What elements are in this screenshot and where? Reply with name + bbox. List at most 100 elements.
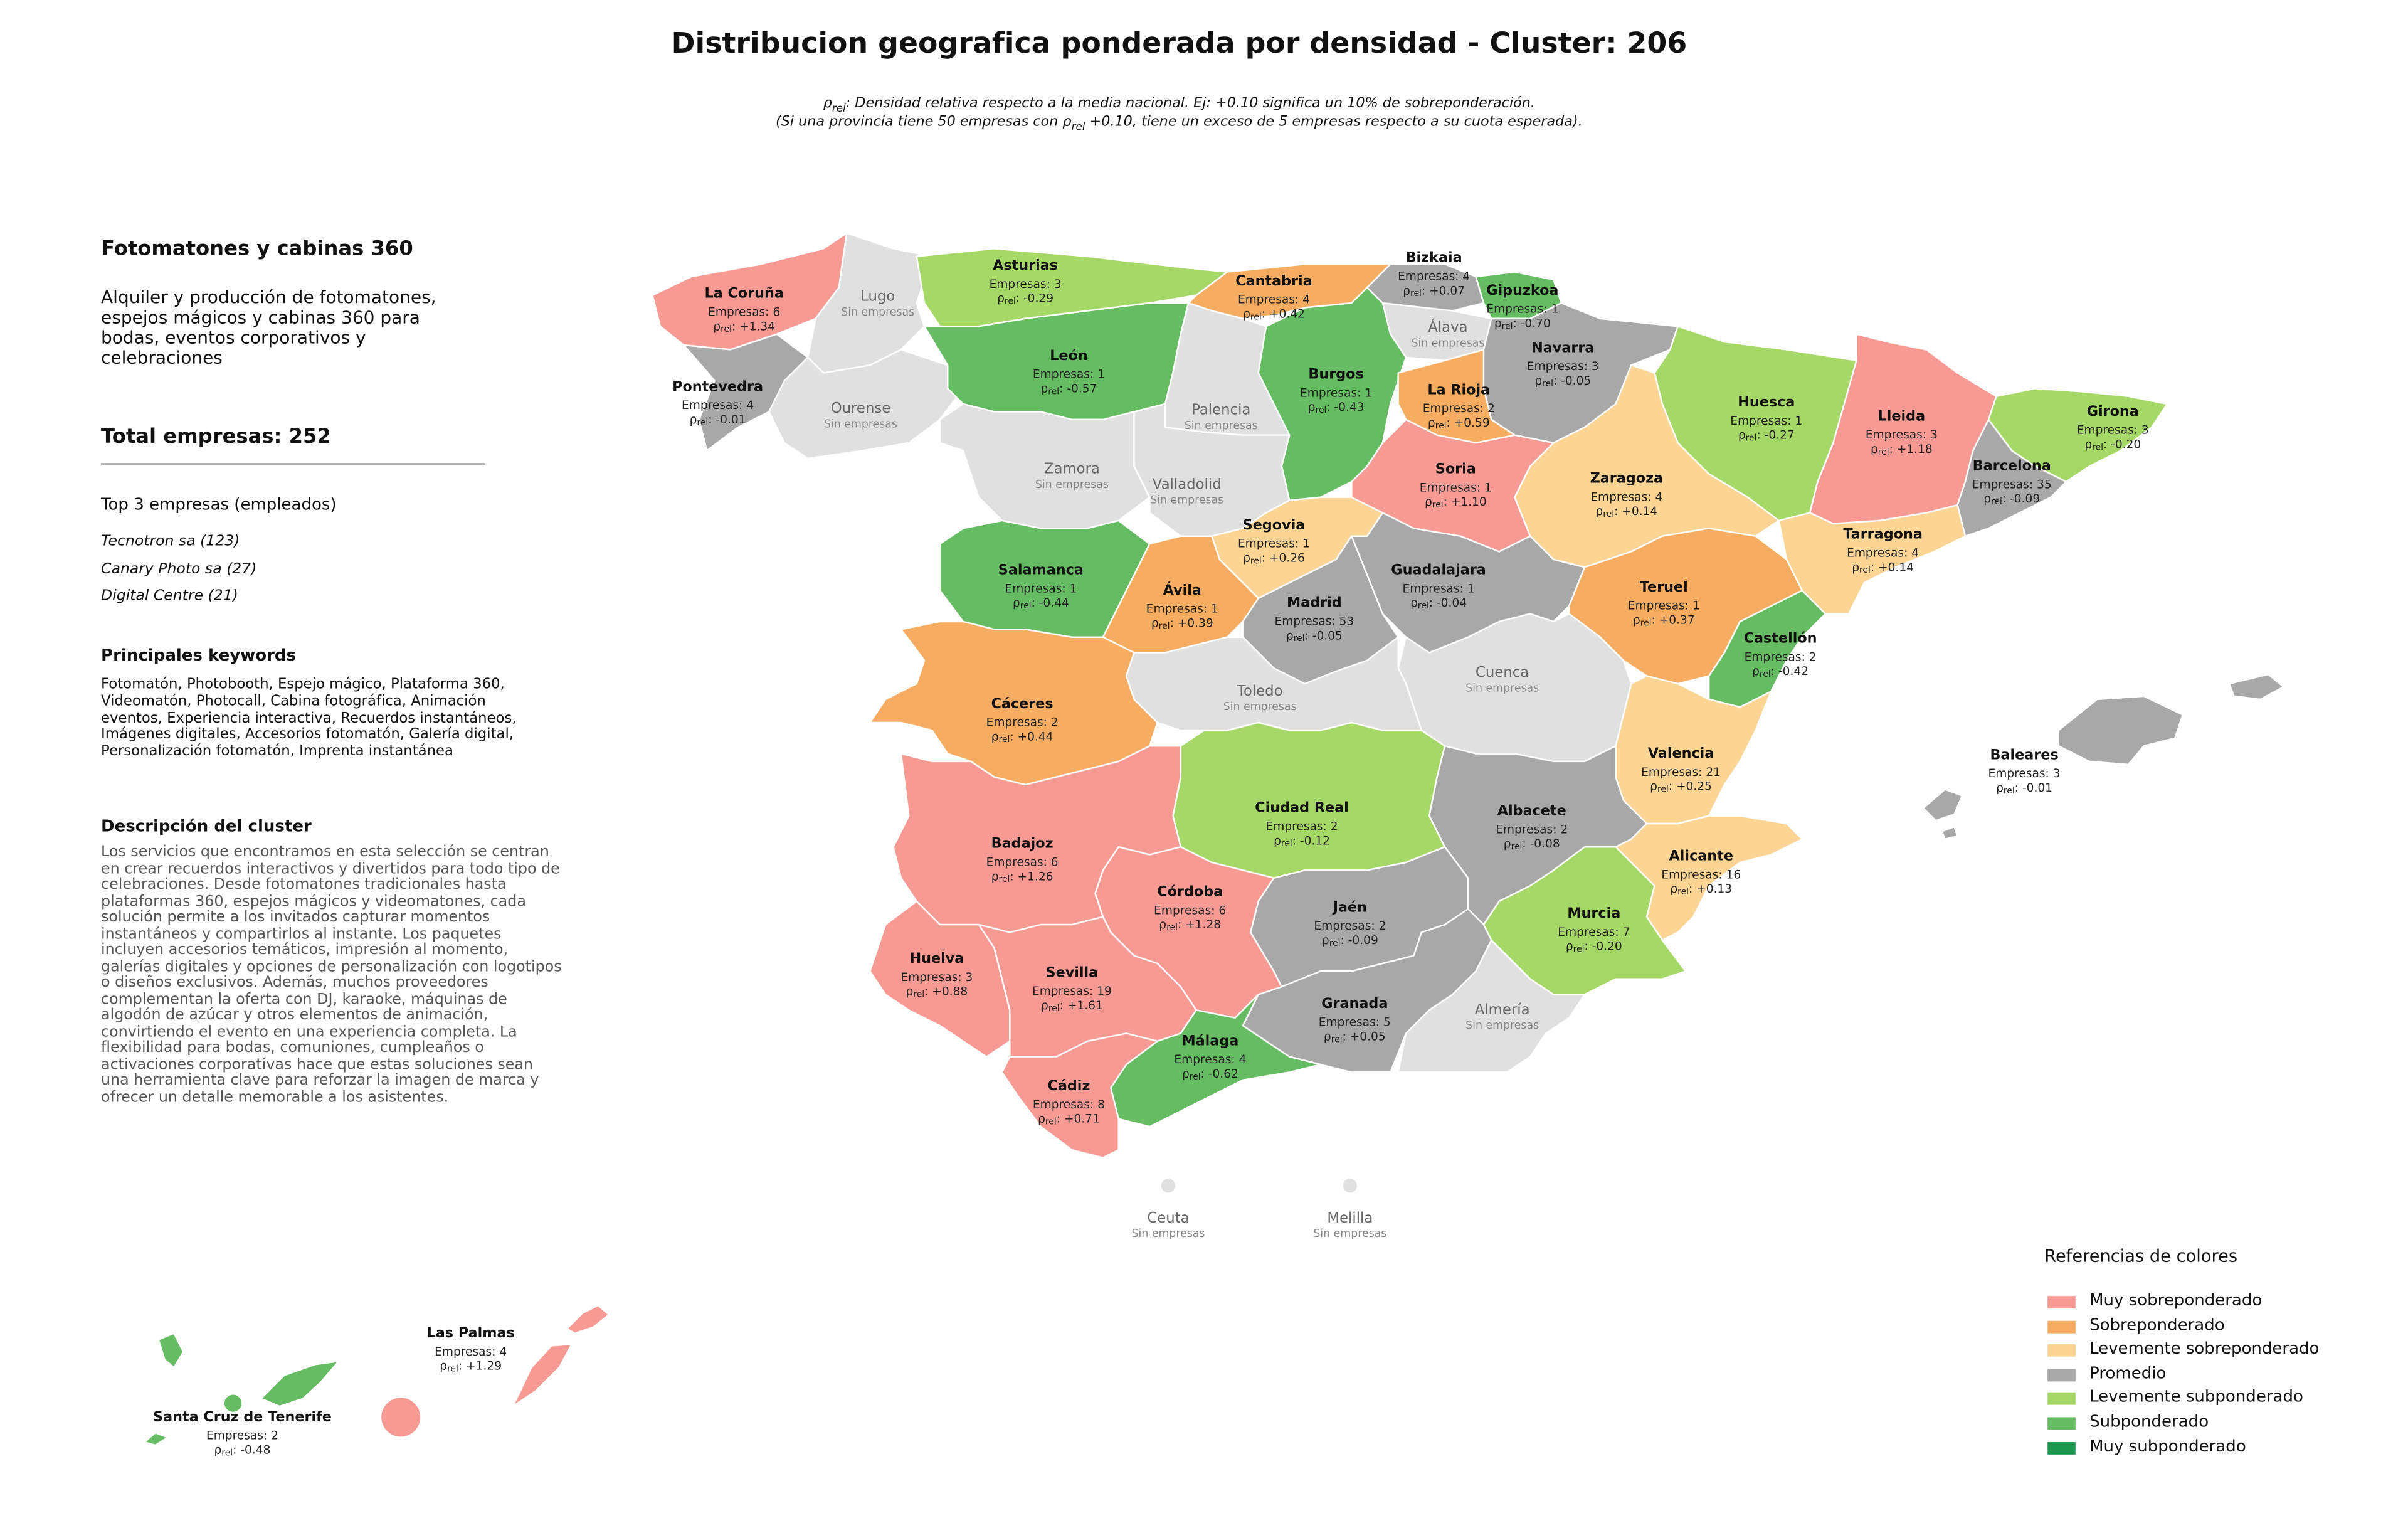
note: ρrel: Densidad relativa respecto a la me… (823, 96, 1536, 115)
province-count: Empresas: 4 (1590, 491, 1662, 504)
legend-swatch (2047, 1393, 2076, 1406)
sidebar-total: Total empresas: 252 (101, 425, 331, 449)
province-shape (2228, 673, 2285, 701)
province-name: Valladolid (1153, 476, 1222, 492)
province-count: Empresas: 1 (1146, 603, 1218, 616)
province-name: Pontevedra (672, 378, 763, 395)
province-rho: ρrel: +0.59 (1428, 416, 1490, 430)
province-shape (1001, 1032, 1158, 1159)
province-name: La Coruña (704, 285, 783, 302)
province-name: Teruel (1640, 579, 1688, 595)
province-rho: ρrel: +0.42 (1243, 307, 1305, 322)
province-rho: ρrel: +1.29 (440, 1359, 502, 1374)
province-name: Salamanca (998, 562, 1084, 578)
province-name: Barcelona (1973, 458, 2051, 474)
province-count: Empresas: 1 (1403, 582, 1475, 595)
province-rho: ρrel: +0.14 (1595, 505, 1657, 519)
province-name: Soria (1435, 461, 1476, 477)
province-rho: ρrel: +0.07 (1403, 284, 1465, 299)
province-name: Gipuzkoa (1486, 282, 1558, 299)
province-count: Empresas: 1 (1005, 582, 1077, 595)
province-count: Sin empresas (1035, 479, 1109, 491)
province-count: Empresas: 2 (1423, 402, 1495, 415)
province-count: Empresas: 3 (1527, 360, 1599, 373)
province-shape (2057, 695, 2184, 766)
province-rho: ρrel: +0.13 (1670, 883, 1732, 897)
province-shape (157, 1332, 184, 1369)
province-rho: ρrel: -0.09 (1322, 933, 1378, 948)
legend-swatch (2047, 1296, 2076, 1308)
province-rho: ρrel: -0.48 (214, 1443, 271, 1458)
province-count: Empresas: 1 (1300, 386, 1372, 400)
province-count: Empresas: 4 (1174, 1053, 1246, 1066)
province-count: Empresas: 2 (1266, 820, 1338, 833)
keywords-title: Principales keywords (101, 646, 297, 666)
province-count: Sin empresas (1150, 494, 1223, 507)
province-rho: ρrel: -0.12 (1274, 834, 1330, 849)
province-count: Sin empresas (1465, 682, 1539, 694)
province-rho: ρrel: +0.71 (1038, 1112, 1100, 1127)
province-count: Empresas: 1 (1628, 600, 1700, 613)
province-name: Las Palmas (427, 1325, 515, 1341)
province-count: Empresas: 8 (1033, 1098, 1105, 1112)
province-count: Empresas: 1 (1238, 538, 1310, 551)
cluster-description: Los servicios que encontramos en esta se… (101, 844, 562, 1106)
province-count: Empresas: 4 (682, 399, 754, 412)
province-count: Empresas: 16 (1661, 868, 1741, 881)
province-shape (869, 900, 1011, 1058)
province-name: Castellón (1744, 630, 1817, 647)
legend-label: Sobreponderado (2089, 1315, 2225, 1335)
province-count: Empresas: 6 (1154, 904, 1226, 917)
province-rho: ρrel: -0.70 (1494, 317, 1551, 331)
province-rho: ρrel: +1.26 (991, 870, 1054, 884)
top-item: Digital Centre (21) (101, 587, 238, 605)
province-shape (1956, 418, 2067, 537)
province-count: Sin empresas (1411, 337, 1484, 350)
province-name: Almería (1475, 1002, 1530, 1018)
province-shape (379, 1396, 422, 1438)
province-rho: ρrel: +0.05 (1324, 1030, 1386, 1044)
legend-swatch (2047, 1417, 2076, 1430)
province-name: Cantabria (1235, 273, 1312, 289)
province-rho: ρrel: +1.28 (1159, 918, 1221, 933)
sidebar-title: Fotomatones y cabinas 360 (101, 238, 413, 262)
province-rho: ρrel: -0.27 (1738, 428, 1795, 443)
province-name: Huesca (1738, 394, 1795, 410)
province-name: Badajoz (991, 836, 1054, 852)
province-count: Sin empresas (1185, 420, 1258, 432)
province-rho: ρrel: +0.25 (1650, 780, 1712, 794)
province-shape (1341, 1177, 1359, 1194)
province-rho: ρrel: -0.43 (1308, 401, 1365, 415)
legend-label: Muy sobreponderado (2089, 1291, 2263, 1310)
province-rho: ρrel: +1.61 (1041, 999, 1103, 1013)
legend-label: Subponderado (2089, 1412, 2209, 1431)
note: (Si una provincia tiene 50 empresas con … (775, 115, 1583, 134)
province-name: Guadalajara (1391, 562, 1486, 578)
legend-label: Muy subponderado (2089, 1436, 2246, 1456)
province-count: Empresas: 19 (1032, 985, 1112, 998)
province-count: Sin empresas (1313, 1228, 1386, 1240)
province-count: Empresas: 3 (900, 971, 973, 984)
province-count: Empresas: 3 (990, 278, 1062, 291)
province-count: Empresas: 4 (1238, 294, 1310, 307)
legend-title: Referencias de colores (2044, 1246, 2238, 1267)
province-rho: ρrel: -0.57 (1041, 382, 1097, 396)
province-name: León (1050, 348, 1087, 364)
province-count: Empresas: 3 (1988, 767, 2061, 780)
province-rho: ρrel: +0.14 (1852, 561, 1914, 575)
province-name: Santa Cruz de Tenerife (153, 1409, 332, 1425)
province-name: Cáceres (991, 696, 1054, 712)
province-count: Empresas: 1 (1730, 415, 1802, 428)
province-count: Empresas: 4 (1847, 546, 1919, 560)
province-name: Ávila (1163, 581, 1201, 598)
province-shape (1941, 825, 1958, 841)
province-shape (512, 1343, 573, 1408)
legend-swatch (2047, 1320, 2076, 1333)
legend-swatch (2047, 1441, 2076, 1454)
province-count: Empresas: 53 (1274, 615, 1354, 628)
province-name: La Rioja (1427, 381, 1490, 398)
province-rho: ρrel: +0.39 (1151, 617, 1213, 631)
province-count: Empresas: 1 (1033, 368, 1105, 381)
province-name: Toledo (1237, 683, 1283, 699)
